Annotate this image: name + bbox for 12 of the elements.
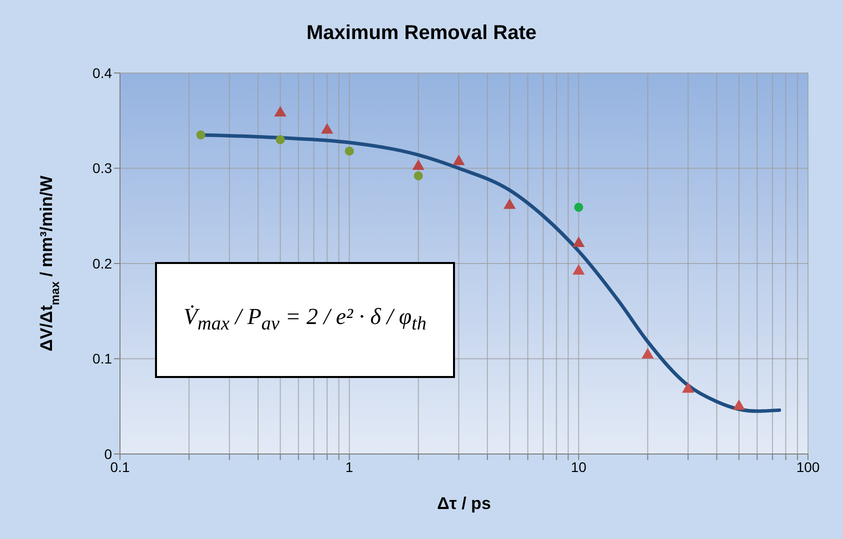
y-tick-label: 0.2 — [92, 255, 112, 272]
y-tick-label: 0.4 — [92, 64, 112, 81]
x-tick-label: 100 — [796, 458, 820, 475]
y-tick-label: 0.1 — [92, 350, 112, 367]
y-tick-label: 0 — [104, 446, 112, 462]
formula-box: V̇$_{max}$ / P$_{av}$ = 2 / e² · δ / φ$_{th}$ — [155, 262, 455, 378]
x-tick-label: 1 — [345, 458, 354, 475]
y-tick-label: 0.3 — [92, 160, 112, 176]
x-tick-label: 10 — [570, 458, 587, 475]
chart-title: Maximum Removal Rate — [305, 22, 538, 45]
x-tick-label: 0.1 — [110, 458, 130, 475]
x-axis-title: Δτ / ps — [437, 494, 491, 513]
